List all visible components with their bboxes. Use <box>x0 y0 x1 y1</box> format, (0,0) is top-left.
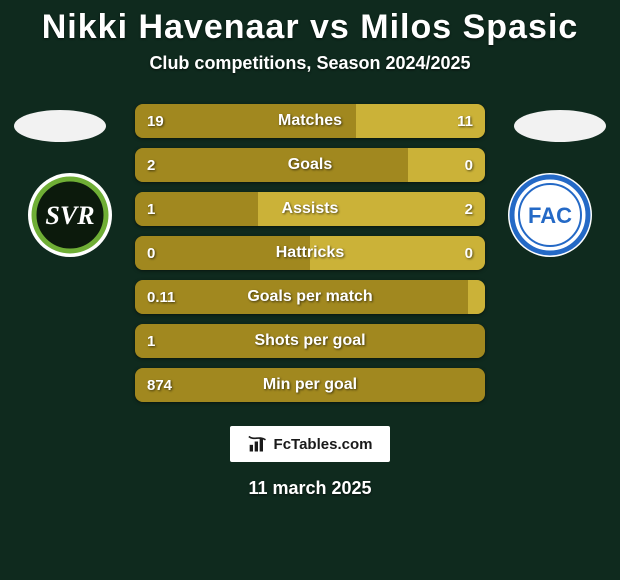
bar-fill-left <box>135 104 356 138</box>
club-badge-left: SVR <box>27 172 113 258</box>
club-badge-right: FAC <box>507 172 593 258</box>
stat-value-left: 1 <box>147 192 155 226</box>
stat-value-right: 2 <box>465 192 473 226</box>
stat-value-right: 0 <box>465 236 473 270</box>
page-title: Nikki Havenaar vs Milos Spasic <box>0 0 620 47</box>
stat-bar: 0.11Goals per match <box>135 280 485 314</box>
bar-fill-right <box>310 236 485 270</box>
stat-value-right: 0 <box>465 148 473 182</box>
stat-value-left: 2 <box>147 148 155 182</box>
watermark: FcTables.com <box>230 426 390 462</box>
stat-bar: 1911Matches <box>135 104 485 138</box>
bar-fill-left <box>135 148 408 182</box>
stat-value-left: 0.11 <box>147 280 175 314</box>
bar-fill-right <box>258 192 486 226</box>
stat-value-left: 0 <box>147 236 155 270</box>
stat-bar: 00Hattricks <box>135 236 485 270</box>
bar-fill-left <box>135 324 485 358</box>
country-flag-left <box>14 110 106 142</box>
bar-fill-right <box>408 148 485 182</box>
chart-bar-icon <box>248 434 268 454</box>
stat-value-left: 1 <box>147 324 155 358</box>
bar-fill-left <box>135 280 468 314</box>
stat-bars: 1911Matches20Goals12Assists00Hattricks0.… <box>135 92 485 402</box>
bar-fill-left <box>135 236 310 270</box>
club-crest-right-icon: FAC <box>507 172 593 258</box>
svg-text:FAC: FAC <box>528 203 572 228</box>
stat-value-left: 19 <box>147 104 164 138</box>
stat-bar: 874Min per goal <box>135 368 485 402</box>
stat-value-right: 11 <box>457 104 473 138</box>
comparison-layout: SVR FAC 1911Matches20Goals12Assists00Hat… <box>0 92 620 402</box>
bar-fill-left <box>135 368 485 402</box>
stat-bar: 1Shots per goal <box>135 324 485 358</box>
page-subtitle: Club competitions, Season 2024/2025 <box>0 53 620 74</box>
date-label: 11 march 2025 <box>0 478 620 499</box>
club-crest-left-icon: SVR <box>27 172 113 258</box>
stat-value-left: 874 <box>147 368 172 402</box>
svg-text:SVR: SVR <box>45 201 94 230</box>
country-flag-right <box>514 110 606 142</box>
watermark-text: FcTables.com <box>274 436 373 453</box>
stat-bar: 12Assists <box>135 192 485 226</box>
stat-bar: 20Goals <box>135 148 485 182</box>
bar-fill-right <box>468 280 486 314</box>
